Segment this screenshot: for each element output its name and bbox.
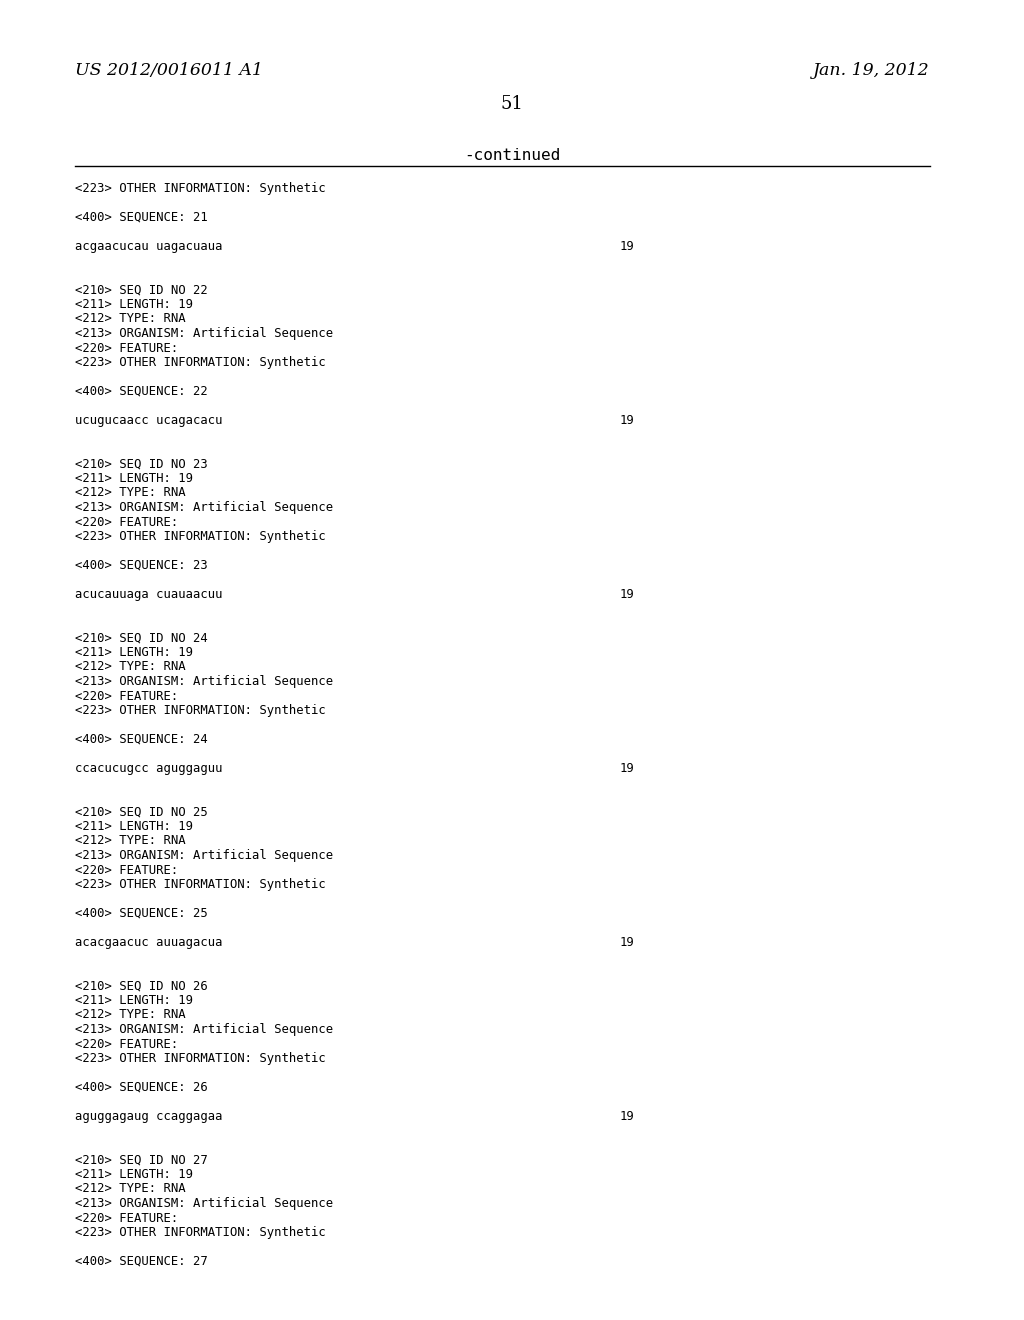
Text: <223> OTHER INFORMATION: Synthetic: <223> OTHER INFORMATION: Synthetic — [75, 704, 326, 717]
Text: <400> SEQUENCE: 21: <400> SEQUENCE: 21 — [75, 211, 208, 224]
Text: <220> FEATURE:: <220> FEATURE: — [75, 863, 178, 876]
Text: <220> FEATURE:: <220> FEATURE: — [75, 689, 178, 702]
Text: <212> TYPE: RNA: <212> TYPE: RNA — [75, 313, 185, 326]
Text: <210> SEQ ID NO 27: <210> SEQ ID NO 27 — [75, 1154, 208, 1167]
Text: <220> FEATURE:: <220> FEATURE: — [75, 342, 178, 355]
Text: <220> FEATURE:: <220> FEATURE: — [75, 516, 178, 528]
Text: <223> OTHER INFORMATION: Synthetic: <223> OTHER INFORMATION: Synthetic — [75, 1052, 326, 1065]
Text: <211> LENGTH: 19: <211> LENGTH: 19 — [75, 473, 193, 484]
Text: <223> OTHER INFORMATION: Synthetic: <223> OTHER INFORMATION: Synthetic — [75, 356, 326, 370]
Text: <223> OTHER INFORMATION: Synthetic: <223> OTHER INFORMATION: Synthetic — [75, 182, 326, 195]
Text: <212> TYPE: RNA: <212> TYPE: RNA — [75, 1183, 185, 1196]
Text: <211> LENGTH: 19: <211> LENGTH: 19 — [75, 1168, 193, 1181]
Text: <400> SEQUENCE: 27: <400> SEQUENCE: 27 — [75, 1255, 208, 1269]
Text: <213> ORGANISM: Artificial Sequence: <213> ORGANISM: Artificial Sequence — [75, 675, 333, 688]
Text: <213> ORGANISM: Artificial Sequence: <213> ORGANISM: Artificial Sequence — [75, 502, 333, 513]
Text: acacgaacuc auuagacua: acacgaacuc auuagacua — [75, 936, 222, 949]
Text: <220> FEATURE:: <220> FEATURE: — [75, 1038, 178, 1051]
Text: <210> SEQ ID NO 23: <210> SEQ ID NO 23 — [75, 458, 208, 470]
Text: -continued: -continued — [464, 148, 560, 162]
Text: <223> OTHER INFORMATION: Synthetic: <223> OTHER INFORMATION: Synthetic — [75, 1226, 326, 1239]
Text: <212> TYPE: RNA: <212> TYPE: RNA — [75, 834, 185, 847]
Text: <400> SEQUENCE: 24: <400> SEQUENCE: 24 — [75, 733, 208, 746]
Text: <212> TYPE: RNA: <212> TYPE: RNA — [75, 660, 185, 673]
Text: <212> TYPE: RNA: <212> TYPE: RNA — [75, 487, 185, 499]
Text: ccacucugcc aguggaguu: ccacucugcc aguggaguu — [75, 762, 222, 775]
Text: <213> ORGANISM: Artificial Sequence: <213> ORGANISM: Artificial Sequence — [75, 327, 333, 341]
Text: <213> ORGANISM: Artificial Sequence: <213> ORGANISM: Artificial Sequence — [75, 1197, 333, 1210]
Text: <400> SEQUENCE: 26: <400> SEQUENCE: 26 — [75, 1081, 208, 1094]
Text: <211> LENGTH: 19: <211> LENGTH: 19 — [75, 820, 193, 833]
Text: ucugucaacc ucagacacu: ucugucaacc ucagacacu — [75, 414, 222, 426]
Text: <210> SEQ ID NO 25: <210> SEQ ID NO 25 — [75, 805, 208, 818]
Text: <223> OTHER INFORMATION: Synthetic: <223> OTHER INFORMATION: Synthetic — [75, 531, 326, 543]
Text: <210> SEQ ID NO 24: <210> SEQ ID NO 24 — [75, 631, 208, 644]
Text: <211> LENGTH: 19: <211> LENGTH: 19 — [75, 298, 193, 312]
Text: <220> FEATURE:: <220> FEATURE: — [75, 1212, 178, 1225]
Text: <213> ORGANISM: Artificial Sequence: <213> ORGANISM: Artificial Sequence — [75, 849, 333, 862]
Text: <400> SEQUENCE: 25: <400> SEQUENCE: 25 — [75, 907, 208, 920]
Text: US 2012/0016011 A1: US 2012/0016011 A1 — [75, 62, 263, 79]
Text: 19: 19 — [620, 414, 635, 426]
Text: <223> OTHER INFORMATION: Synthetic: <223> OTHER INFORMATION: Synthetic — [75, 878, 326, 891]
Text: 51: 51 — [501, 95, 523, 114]
Text: <400> SEQUENCE: 23: <400> SEQUENCE: 23 — [75, 558, 208, 572]
Text: 19: 19 — [620, 936, 635, 949]
Text: <212> TYPE: RNA: <212> TYPE: RNA — [75, 1008, 185, 1022]
Text: acucauuaga cuauaacuu: acucauuaga cuauaacuu — [75, 587, 222, 601]
Text: 19: 19 — [620, 1110, 635, 1123]
Text: acgaacucau uagacuaua: acgaacucau uagacuaua — [75, 240, 222, 253]
Text: aguggagaug ccaggagaa: aguggagaug ccaggagaa — [75, 1110, 222, 1123]
Text: 19: 19 — [620, 240, 635, 253]
Text: <211> LENGTH: 19: <211> LENGTH: 19 — [75, 994, 193, 1007]
Text: <400> SEQUENCE: 22: <400> SEQUENCE: 22 — [75, 385, 208, 399]
Text: 19: 19 — [620, 587, 635, 601]
Text: <211> LENGTH: 19: <211> LENGTH: 19 — [75, 645, 193, 659]
Text: 19: 19 — [620, 762, 635, 775]
Text: <210> SEQ ID NO 22: <210> SEQ ID NO 22 — [75, 284, 208, 297]
Text: <213> ORGANISM: Artificial Sequence: <213> ORGANISM: Artificial Sequence — [75, 1023, 333, 1036]
Text: <210> SEQ ID NO 26: <210> SEQ ID NO 26 — [75, 979, 208, 993]
Text: Jan. 19, 2012: Jan. 19, 2012 — [813, 62, 930, 79]
